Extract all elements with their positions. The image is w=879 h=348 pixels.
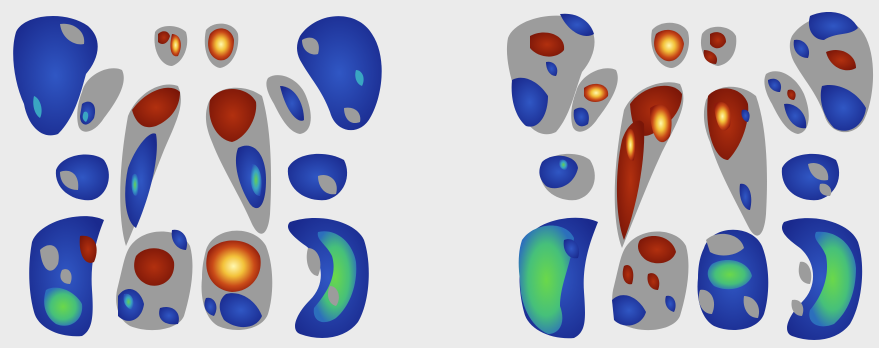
left-panel bbox=[13, 15, 382, 338]
right-panel bbox=[506, 12, 874, 340]
lower-outer-structure bbox=[29, 216, 369, 338]
upper-outer-structure bbox=[789, 12, 874, 133]
lower-inner-structure bbox=[612, 229, 769, 331]
lower-outer-structure bbox=[518, 217, 863, 340]
upper-outer-structure bbox=[13, 15, 98, 136]
upper-outer-structure bbox=[506, 13, 595, 135]
superior-structure-pair bbox=[154, 23, 239, 68]
elongated-central-structure bbox=[614, 82, 767, 248]
upper-inner-structure bbox=[77, 68, 311, 134]
upper-inner-structure bbox=[571, 68, 809, 134]
elongated-central-structure bbox=[120, 84, 272, 246]
small-round-structure bbox=[55, 153, 348, 201]
upper-outer-structure bbox=[297, 16, 382, 131]
small-round-structure bbox=[539, 153, 840, 201]
lower-inner-structure bbox=[116, 229, 273, 331]
superior-structure-pair bbox=[651, 22, 737, 68]
